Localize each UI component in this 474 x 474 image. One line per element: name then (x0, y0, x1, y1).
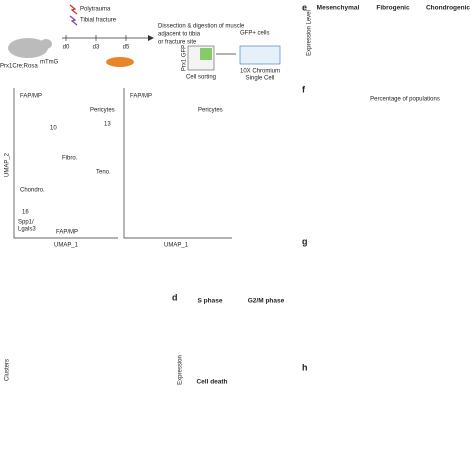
y-axis-label: Clusters (5, 359, 11, 381)
umap-labels: FAP/MP Pericytes Fibro. Teno. Chondro. S… (18, 94, 223, 236)
day-label: d0 (63, 45, 70, 51)
panel-letter: d (172, 292, 178, 302)
violin-title: Chondrogenic (426, 5, 470, 12)
cluster-annotation: Lgals3 (18, 227, 36, 233)
violin-title: Cell death (196, 379, 227, 386)
platform-label: 10X Chromium (240, 69, 280, 75)
cluster-annotation: Fibro. (62, 156, 78, 162)
mouse-label: Prx1Cre;Rosa (0, 64, 38, 70)
arrow (148, 35, 154, 41)
day-label: d3 (93, 45, 100, 51)
cluster-annotation: Pericytes (198, 108, 223, 114)
violin-title: Fibrogenic (376, 5, 410, 12)
cluster-annotation: 10 (50, 126, 57, 132)
x-axis-label: UMAP_1 (164, 243, 189, 249)
cluster-annotation: Chondro. (20, 188, 45, 194)
violin-title: S phase (198, 298, 223, 305)
mouse-icon (8, 38, 48, 58)
cluster-annotation: FAP/MP (56, 230, 78, 236)
violin-title: Mesenchymal (317, 5, 360, 12)
gfp-gate (200, 48, 212, 60)
tissue (106, 57, 134, 67)
panel-g: g (302, 236, 308, 246)
cluster-annotation: Spp1/ (18, 220, 34, 226)
violin-title: G2/M phase (248, 298, 285, 305)
cluster-annotation: FAP/MP (20, 94, 42, 100)
panel-d: d S phase G2/M phase Cell death Expressi… (172, 292, 285, 385)
sorting-label: Cell sorting (186, 75, 216, 81)
mouse-head (40, 39, 52, 49)
umap-axis (123, 88, 232, 239)
chip (239, 45, 281, 65)
platform-label: Single Cell (246, 76, 275, 82)
y-axis-label: Expression Level (307, 10, 313, 56)
panel-letter: h (302, 362, 308, 372)
panel-h: h (302, 362, 308, 372)
mouse-sup: mTmG (40, 60, 59, 66)
panel-e: e Mesenchymal Fibrogenic Chondrogenic Ex… (302, 2, 470, 55)
cluster-annotation: Pericytes (90, 108, 115, 114)
cluster-annotation: 16 (22, 210, 29, 216)
cluster-annotation: Teno. (96, 170, 111, 176)
panel-letter: g (302, 236, 308, 246)
x-axis-label: UMAP_1 (54, 243, 79, 249)
step-text: or fracture site (158, 40, 197, 46)
panel-a: Prx1Cre;Rosa mTmG Polytrauma Tibial frac… (0, 4, 281, 82)
day-label: d5 (123, 45, 130, 51)
panel-f: f Percentage of populations (302, 84, 440, 102)
cluster-annotation: 13 (104, 122, 111, 128)
step-text: Dissection & digestion of muscle (158, 24, 245, 30)
cluster-annotation: FAP/MP (130, 94, 152, 100)
y-axis-label: UMAP_2 (5, 152, 11, 177)
bolt (69, 4, 78, 15)
panel-letter: e (302, 2, 307, 12)
reporter-label: Prx1 GFP (182, 45, 188, 71)
umap-axis (13, 88, 118, 239)
gfp-label: GFP+ cells (240, 31, 270, 37)
panel-b: UMAP_1 UMAP_1 UMAP_2 (5, 88, 232, 249)
injury-label: Tibial fracture (80, 18, 117, 24)
injury-label: Polytrauma (80, 7, 111, 13)
chart-title: Percentage of populations (370, 97, 440, 103)
y-axis-label: Expression (178, 355, 184, 385)
bolt (69, 15, 78, 26)
panel-c: Clusters (5, 359, 11, 381)
step-text: adjacent to tibia (158, 32, 201, 38)
panel-letter: f (302, 84, 306, 94)
